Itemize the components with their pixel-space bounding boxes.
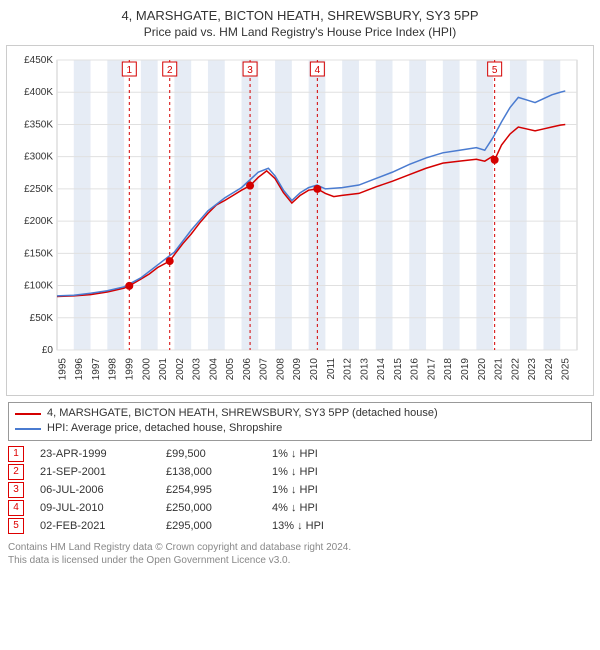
svg-text:2006: 2006 [242, 358, 253, 381]
event-delta: 4% ↓ HPI [272, 502, 362, 514]
svg-text:1995: 1995 [57, 358, 68, 381]
svg-text:2007: 2007 [259, 358, 270, 381]
event-row: 2 21-SEP-2001 £138,000 1% ↓ HPI [8, 463, 592, 481]
svg-text:2009: 2009 [292, 358, 303, 381]
copyright: Contains HM Land Registry data © Crown c… [8, 541, 592, 567]
event-badge: 4 [8, 500, 24, 516]
svg-text:2014: 2014 [376, 358, 387, 381]
svg-text:1999: 1999 [124, 358, 135, 381]
price-chart: £0 £50K £100K £150K £200K £250K £300K £350K £400… [9, 50, 585, 390]
legend-swatch [15, 413, 41, 415]
svg-text:2: 2 [167, 65, 173, 76]
events-table: 1 23-APR-1999 £99,500 1% ↓ HPI 2 21-SEP-2001 £… [8, 445, 592, 535]
event-row: 5 02-FEB-2021 £295,000 13% ↓ HPI [8, 517, 592, 535]
svg-text:1: 1 [127, 65, 133, 76]
legend: 4, MARSHGATE, BICTON HEATH, SHREWSBURY, … [8, 402, 592, 441]
svg-text:£200K: £200K [24, 216, 53, 227]
svg-text:£0: £0 [42, 345, 54, 356]
svg-text:2017: 2017 [426, 358, 437, 381]
svg-text:2001: 2001 [158, 358, 169, 381]
svg-text:2025: 2025 [561, 358, 572, 381]
svg-text:4: 4 [315, 65, 321, 76]
event-delta: 1% ↓ HPI [272, 466, 362, 478]
svg-text:2013: 2013 [359, 358, 370, 381]
legend-swatch [15, 428, 41, 430]
event-price: £99,500 [166, 448, 256, 460]
event-date: 21-SEP-2001 [40, 466, 150, 478]
svg-text:2021: 2021 [494, 358, 505, 381]
svg-text:£300K: £300K [24, 152, 53, 163]
event-badge: 2 [8, 464, 24, 480]
svg-text:2003: 2003 [192, 358, 203, 381]
legend-label: HPI: Average price, detached house, Shro… [47, 421, 282, 436]
svg-text:2022: 2022 [510, 358, 521, 381]
svg-text:1997: 1997 [91, 358, 102, 381]
svg-text:£250K: £250K [24, 184, 53, 195]
event-price: £295,000 [166, 520, 256, 532]
svg-text:£50K: £50K [30, 313, 54, 324]
event-delta: 1% ↓ HPI [272, 448, 362, 460]
copyright-line1: Contains HM Land Registry data © Crown c… [8, 541, 592, 554]
event-badge: 1 [8, 446, 24, 462]
event-delta: 1% ↓ HPI [272, 484, 362, 496]
page-subtitle: Price paid vs. HM Land Registry's House … [6, 25, 594, 39]
svg-text:1998: 1998 [108, 358, 119, 381]
event-badge: 3 [8, 482, 24, 498]
svg-text:£350K: £350K [24, 119, 53, 130]
svg-text:£400K: £400K [24, 87, 53, 98]
svg-text:5: 5 [492, 65, 498, 76]
event-date: 23-APR-1999 [40, 448, 150, 460]
svg-text:2019: 2019 [460, 358, 471, 381]
event-row: 4 09-JUL-2010 £250,000 4% ↓ HPI [8, 499, 592, 517]
legend-row: HPI: Average price, detached house, Shro… [15, 421, 585, 436]
svg-text:1996: 1996 [74, 358, 85, 381]
svg-text:2024: 2024 [544, 358, 555, 381]
svg-text:2002: 2002 [175, 358, 186, 381]
event-row: 3 06-JUL-2006 £254,995 1% ↓ HPI [8, 481, 592, 499]
svg-text:2011: 2011 [326, 358, 337, 380]
svg-text:2010: 2010 [309, 358, 320, 381]
svg-text:2015: 2015 [393, 358, 404, 381]
event-badge: 5 [8, 518, 24, 534]
event-date: 09-JUL-2010 [40, 502, 150, 514]
svg-text:£450K: £450K [24, 55, 53, 66]
svg-text:2000: 2000 [141, 358, 152, 381]
svg-text:2004: 2004 [208, 358, 219, 381]
svg-text:2016: 2016 [410, 358, 421, 381]
chart-container: £0 £50K £100K £150K £200K £250K £300K £350K £400… [6, 45, 594, 396]
svg-text:2023: 2023 [527, 358, 538, 381]
copyright-line2: This data is licensed under the Open Gov… [8, 554, 592, 567]
svg-text:£100K: £100K [24, 281, 53, 292]
event-price: £250,000 [166, 502, 256, 514]
svg-text:2008: 2008 [275, 358, 286, 381]
page-title: 4, MARSHGATE, BICTON HEATH, SHREWSBURY, … [6, 8, 594, 23]
event-row: 1 23-APR-1999 £99,500 1% ↓ HPI [8, 445, 592, 463]
svg-text:2018: 2018 [443, 358, 454, 381]
svg-text:2012: 2012 [343, 358, 354, 381]
event-date: 02-FEB-2021 [40, 520, 150, 532]
event-price: £254,995 [166, 484, 256, 496]
legend-row: 4, MARSHGATE, BICTON HEATH, SHREWSBURY, … [15, 406, 585, 421]
event-date: 06-JUL-2006 [40, 484, 150, 496]
legend-label: 4, MARSHGATE, BICTON HEATH, SHREWSBURY, … [47, 406, 438, 421]
svg-text:2005: 2005 [225, 358, 236, 381]
event-price: £138,000 [166, 466, 256, 478]
svg-text:2020: 2020 [477, 358, 488, 381]
svg-text:3: 3 [247, 65, 253, 76]
svg-text:£150K: £150K [24, 248, 53, 259]
event-delta: 13% ↓ HPI [272, 520, 362, 532]
